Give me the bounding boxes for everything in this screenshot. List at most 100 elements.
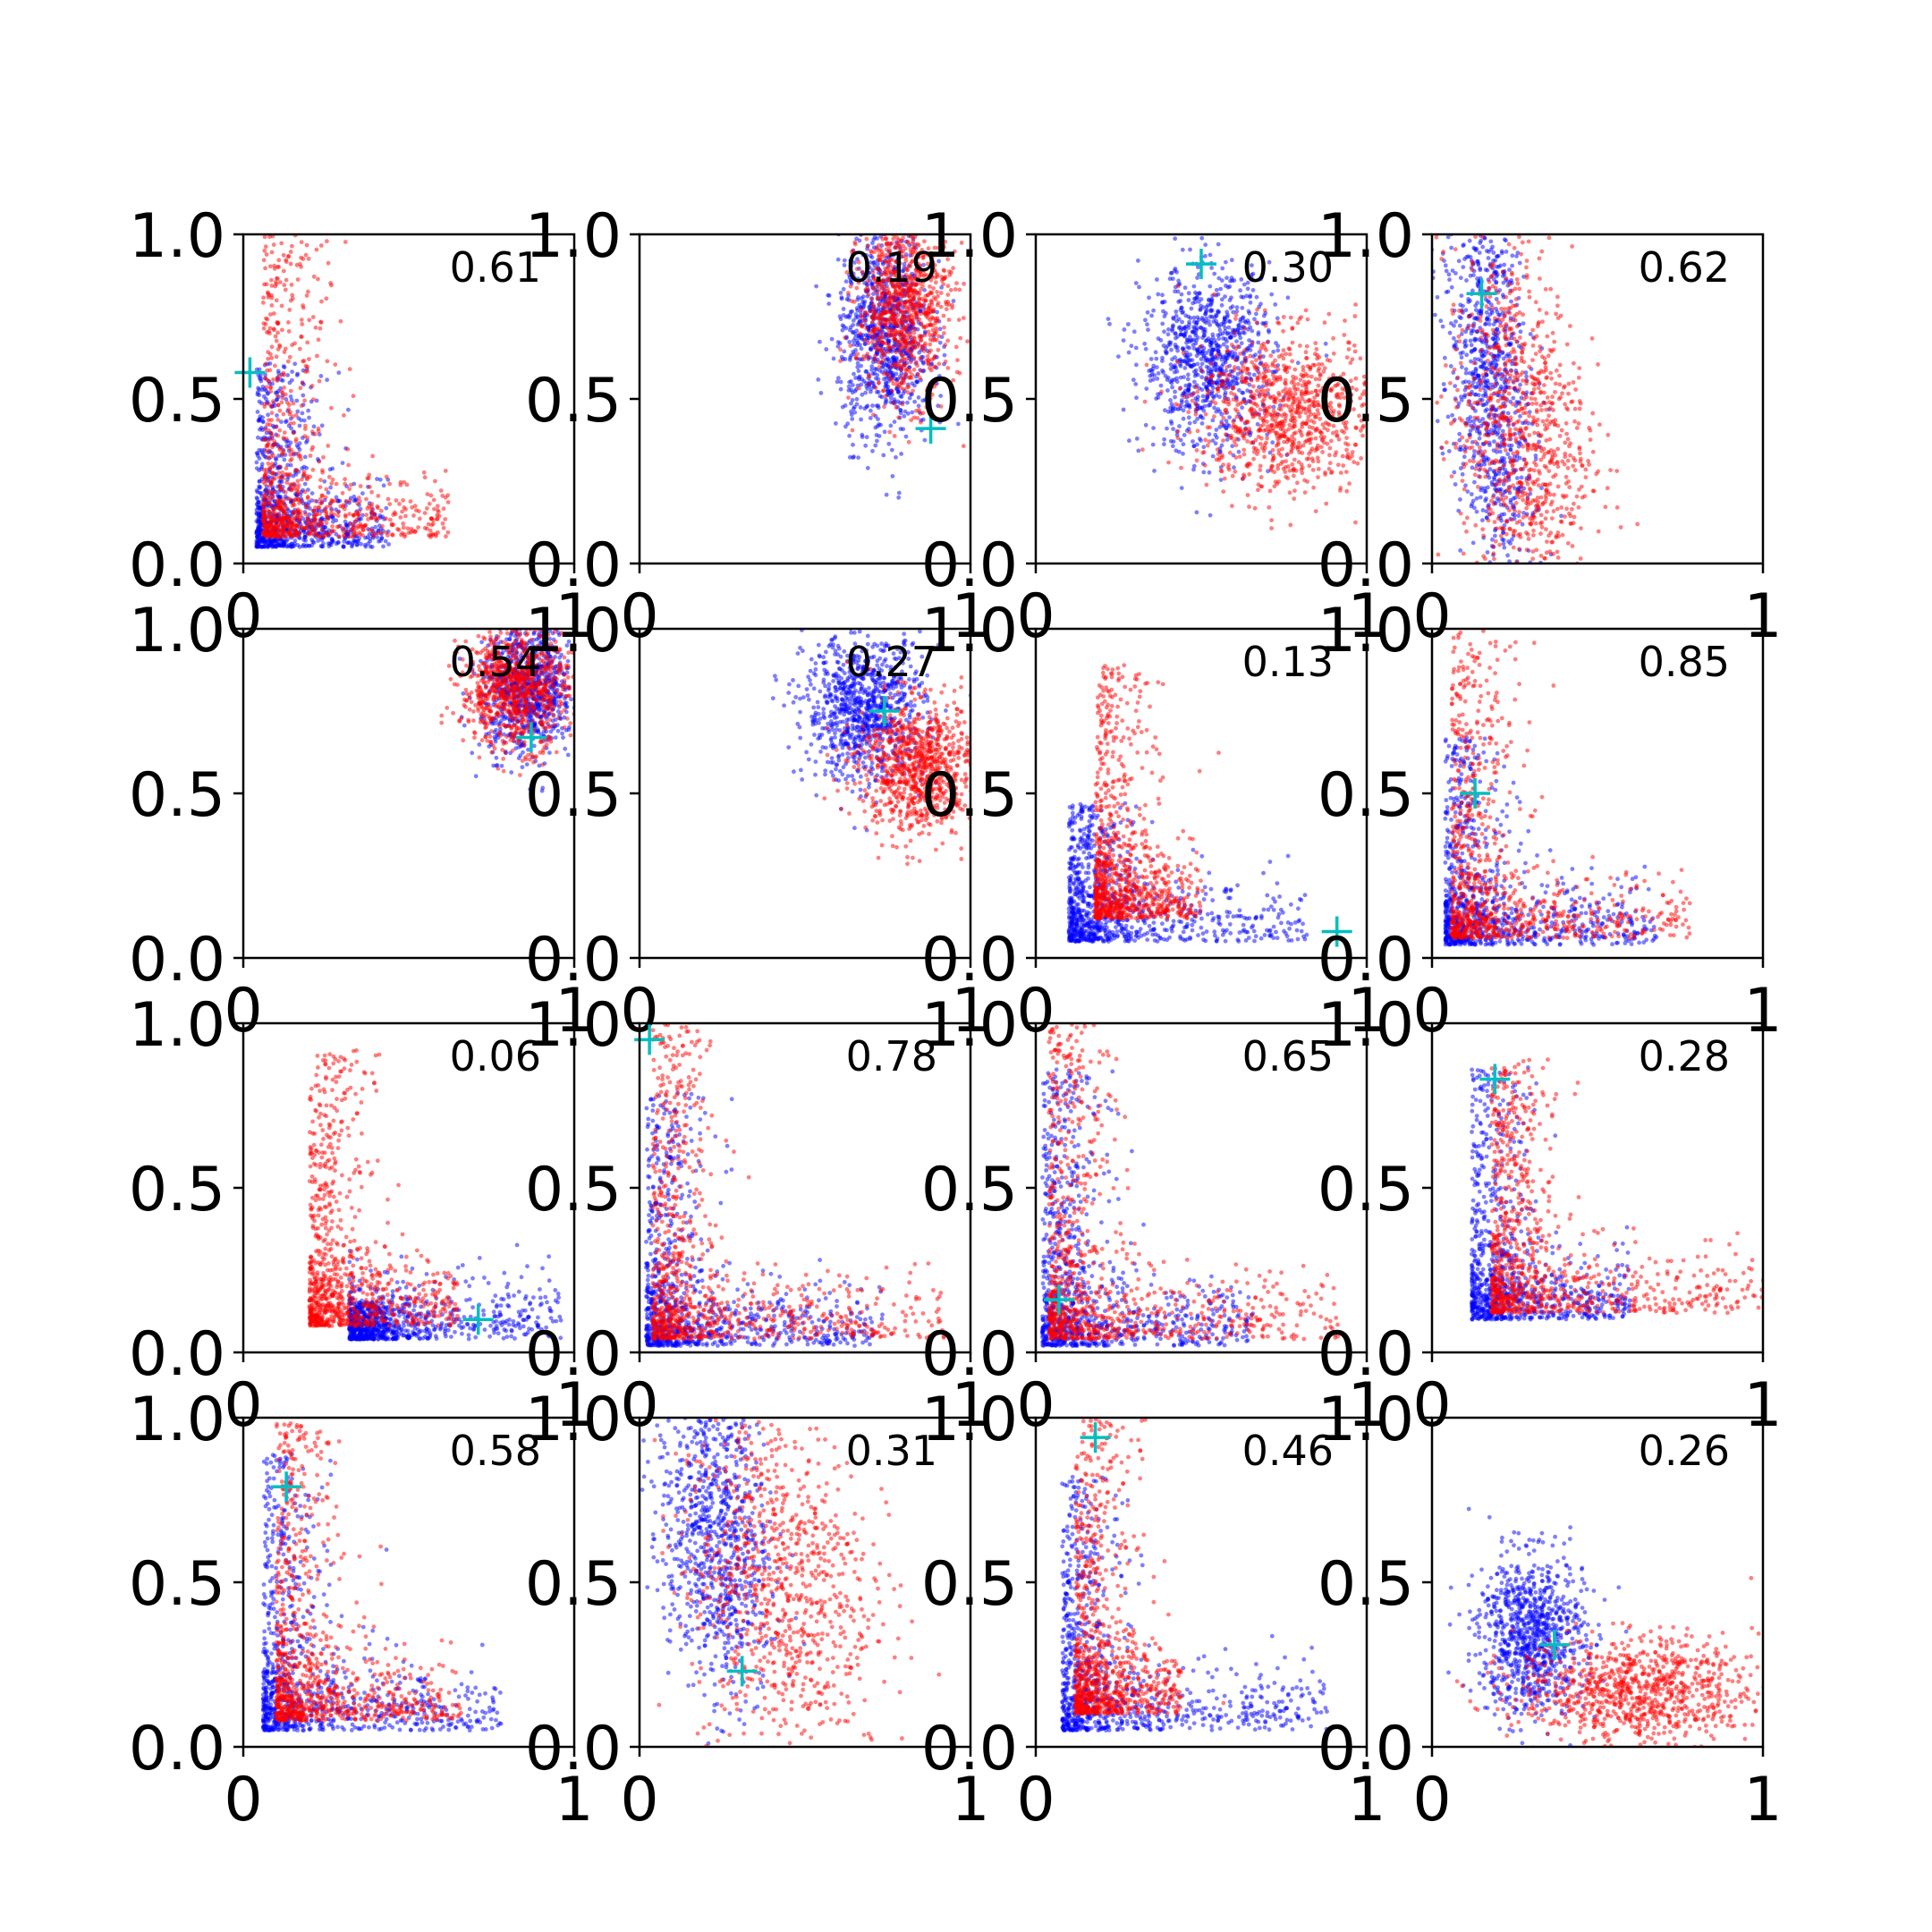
blue-point [937,374,942,378]
red-point [928,309,933,314]
red-point [326,516,330,521]
blue-point [1161,370,1165,375]
red-point [317,505,322,511]
red-point [270,495,275,500]
red-point [1309,446,1315,452]
blue-point [1235,326,1241,331]
red-point [1349,399,1353,403]
red-point [370,453,375,459]
red-point [427,501,432,506]
blue-point [869,408,873,413]
red-point [261,504,267,509]
red-point [305,505,309,510]
red-point [305,495,310,499]
blue-point [1154,356,1159,361]
blue-point [851,330,855,335]
blue-point [1174,318,1179,324]
blue-point [1158,383,1164,388]
red-point [327,503,333,508]
red-point [425,492,430,496]
blue-point [942,352,947,358]
red-point [271,242,276,247]
red-point [409,530,413,535]
red-point [1266,387,1270,393]
blue-point [375,477,379,481]
blue-point [340,461,345,465]
red-point [275,320,280,326]
blue-point [1224,369,1228,374]
blue-point [868,416,873,420]
red-point [291,510,296,514]
blue-point [856,455,860,460]
red-point [269,277,274,283]
blue-point [1207,365,1211,370]
blue-point [1209,349,1215,354]
blue-point [903,434,909,439]
red-point [314,512,319,517]
red-point [292,517,297,521]
blue-point [869,260,873,265]
red-point [262,496,267,500]
blue-point [1191,329,1197,335]
red-point [920,303,926,309]
red-point [894,295,899,301]
red-point [289,456,294,462]
blue-point [1174,379,1180,385]
red-point [1284,391,1289,395]
red-point [371,533,376,538]
red-point [1267,488,1273,494]
red-point [308,453,313,458]
blue-point [257,399,262,404]
red-point [1175,360,1181,365]
red-point [1292,367,1298,372]
red-point [954,281,959,285]
y-tick-label: 1.0 [525,201,622,272]
red-point [311,274,317,279]
red-point [265,488,269,494]
blue-point [1195,275,1199,280]
blue-point [1190,358,1195,362]
red-point [1263,394,1268,398]
blue-point [852,275,857,280]
blue-point [1213,368,1218,372]
red-point [422,511,428,515]
red-point [301,359,307,363]
red-point [920,256,926,260]
blue-point [1210,418,1216,423]
red-point [1272,484,1277,489]
red-point [275,378,280,383]
red-point [279,520,284,525]
red-point [1347,481,1352,486]
blue-point [1246,326,1250,332]
blue-point [1287,277,1292,282]
blue-point [1149,313,1154,318]
blue-point [905,400,910,405]
red-point [313,325,318,330]
red-point [300,322,305,326]
red-point [1245,439,1250,444]
red-point [1227,372,1233,377]
red-point [902,374,907,378]
red-point [309,447,314,452]
blue-point [256,525,261,530]
blue-point [1230,353,1235,358]
red-point [919,287,923,292]
blue-point [875,373,880,377]
blue-point [300,466,305,470]
red-point [318,519,323,524]
red-point [403,513,408,519]
red-point [911,388,915,394]
blue-point [302,481,308,487]
blue-point [1183,324,1189,329]
red-point [1262,389,1267,394]
red-point [369,529,375,534]
blue-point [1164,351,1169,356]
red-point [1357,413,1361,419]
red-point [1238,352,1242,356]
blue-point [855,314,860,319]
blue-point [1214,314,1219,318]
red-point [287,532,292,538]
blue-point [847,340,852,344]
blue-point [1165,388,1170,393]
blue-point [274,457,279,462]
